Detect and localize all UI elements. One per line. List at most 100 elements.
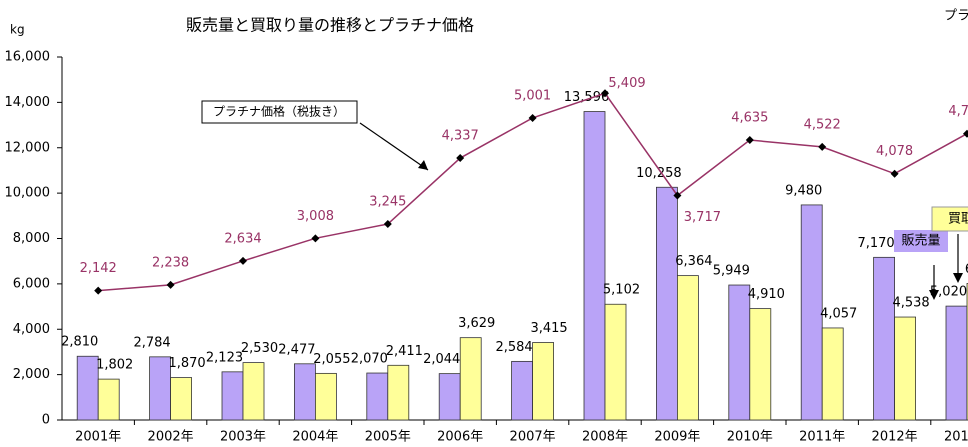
x-tick-label: 2004年	[292, 430, 338, 445]
value-label: 4,538	[892, 296, 929, 311]
x-tick-label: 2013年	[944, 430, 968, 445]
y-tick-label: 4,000	[13, 322, 50, 337]
x-tick-label: 2002年	[148, 430, 194, 445]
marker	[963, 129, 968, 138]
x-tick-label: 2005年	[365, 430, 411, 445]
bar	[97, 378, 120, 421]
x-tick-label: 2006年	[437, 430, 483, 445]
bar	[293, 363, 316, 421]
value-label: 2,530	[241, 341, 278, 356]
bar	[583, 111, 606, 421]
value-label: 1,870	[168, 356, 205, 371]
marker	[456, 154, 465, 163]
value-label: 4,910	[748, 287, 785, 302]
value-label: 2,810	[61, 335, 98, 350]
value-label: 2,055	[313, 352, 350, 367]
callout-box	[201, 100, 358, 124]
y-tick-label: 6,000	[13, 276, 50, 291]
x-tick-label: 2012年	[872, 430, 918, 445]
bar	[656, 186, 678, 421]
value-label: 2,411	[386, 344, 423, 359]
value-label: 4,078	[876, 144, 913, 159]
value-label: 3,008	[297, 209, 334, 224]
bar	[438, 373, 461, 421]
value-label: 6,364	[675, 254, 712, 269]
bar	[366, 372, 389, 421]
marker	[890, 169, 899, 178]
legend-text: 販売量	[901, 233, 940, 249]
value-label: 2,477	[278, 342, 315, 357]
y-tick-label: 12,000	[5, 140, 51, 155]
value-label: 2,238	[152, 255, 189, 270]
bar	[749, 308, 772, 421]
bar	[242, 362, 265, 421]
bar	[532, 342, 554, 421]
value-label: 4,057	[820, 306, 857, 321]
marker	[528, 113, 537, 122]
value-label: 5,102	[603, 283, 640, 298]
callout-text: プラチナ価格（税抜き）	[213, 104, 345, 119]
value-label: 4,740	[948, 104, 968, 119]
value-label: 2,142	[80, 261, 117, 276]
value-label: 4,635	[731, 111, 768, 126]
y-unit: kg	[10, 23, 25, 37]
y-tick-label: 14,000	[5, 95, 51, 110]
chart-title: 販売量と買取り量の推移とプラチナ価格	[186, 16, 474, 35]
value-label: 3,415	[530, 321, 567, 336]
x-tick-label: 2011年	[799, 430, 845, 445]
value-label: 5,409	[608, 76, 645, 91]
marker	[818, 142, 827, 151]
y-tick-label: 10,000	[5, 186, 51, 201]
bar	[387, 364, 410, 421]
legend-text: 買取り量	[948, 212, 968, 227]
bar	[894, 316, 916, 421]
y-tick-label: 16,000	[5, 50, 51, 65]
marker	[239, 256, 247, 265]
arrow-head	[953, 273, 963, 283]
x-tick-label: 2001年	[75, 430, 121, 445]
bar	[170, 377, 193, 421]
bar	[221, 371, 244, 421]
bar	[511, 360, 534, 421]
legend-fragment: プラチ	[944, 9, 968, 24]
legend-box	[894, 230, 948, 252]
value-label: 1,802	[96, 358, 133, 373]
value-label: 2,784	[133, 335, 170, 350]
bar	[821, 327, 844, 421]
x-tick-label: 2010年	[727, 430, 773, 445]
marker	[383, 220, 392, 229]
bar	[459, 337, 482, 421]
value-label: 2,584	[495, 340, 532, 355]
bar	[873, 256, 895, 421]
arrow-head	[418, 160, 428, 170]
value-label: 7,170	[857, 236, 894, 251]
bar	[677, 275, 699, 421]
legend-box	[931, 206, 968, 232]
x-tick-label: 2008年	[582, 430, 628, 445]
x-tick-label: 2007年	[510, 430, 556, 445]
x-tick-label: 2009年	[654, 430, 700, 445]
value-label: 4,522	[804, 117, 841, 132]
marker	[601, 89, 609, 98]
marker	[311, 234, 320, 243]
value-label: 4,337	[442, 129, 479, 144]
y-tick-label: 2,000	[13, 367, 50, 382]
bar	[314, 372, 337, 421]
marker	[745, 136, 754, 145]
value-label: 2,123	[206, 350, 243, 365]
value-label: 3,245	[369, 195, 406, 210]
marker	[94, 286, 103, 295]
value-label: 9,480	[785, 183, 822, 198]
y-tick-label: 0	[42, 413, 50, 428]
value-label: 6,020	[965, 262, 968, 277]
value-label: 2,634	[224, 231, 261, 246]
bar	[728, 284, 751, 421]
marker	[673, 191, 682, 200]
value-label: 10,258	[636, 166, 682, 181]
value-label: 2,070	[351, 352, 388, 367]
value-label: 3,629	[458, 316, 495, 331]
bar	[945, 305, 968, 421]
x-tick-label: 2003年	[220, 430, 266, 445]
callout-arrow	[359, 122, 429, 171]
